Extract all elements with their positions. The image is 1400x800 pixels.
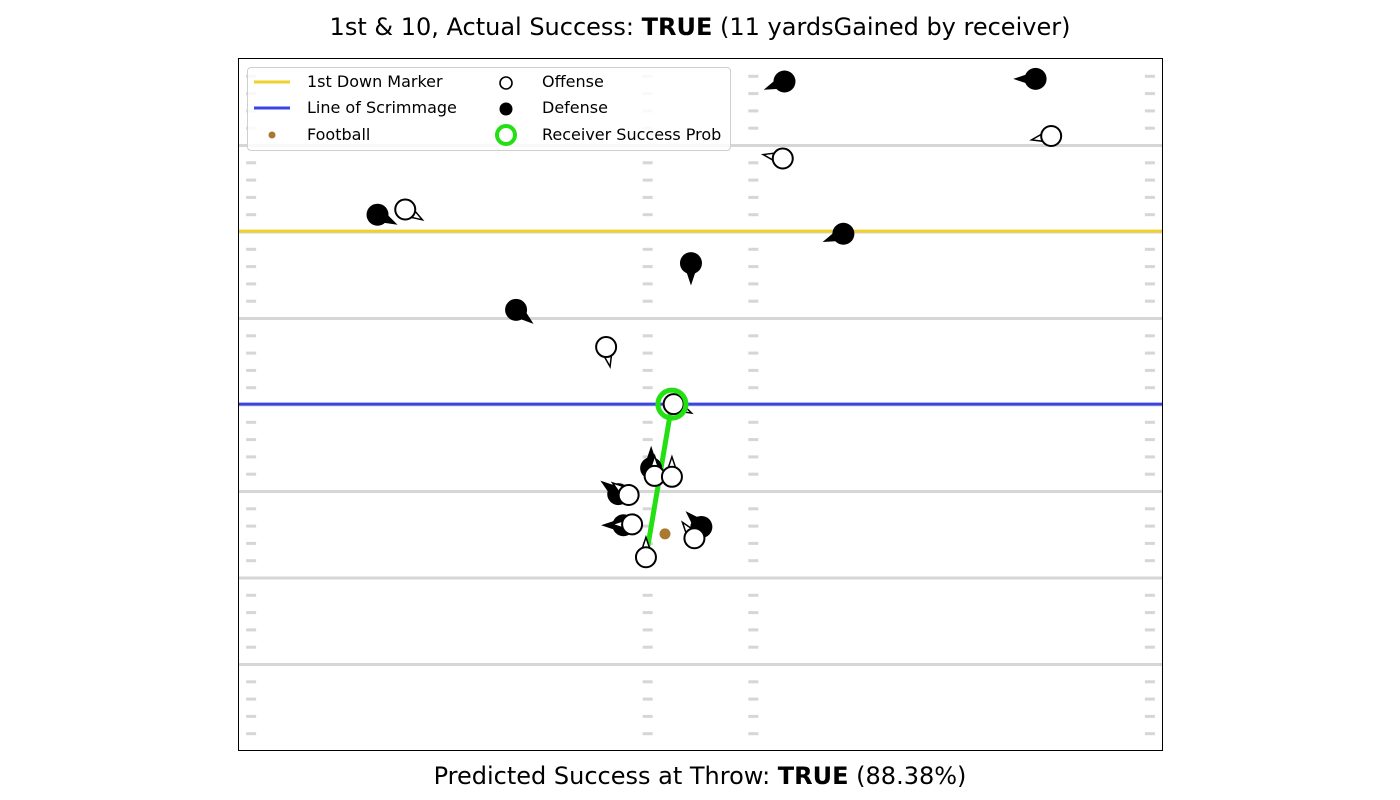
prediction-bold: TRUE xyxy=(777,762,849,790)
football xyxy=(659,528,671,540)
legend-scrimmage-label: Line of Scrimmage xyxy=(307,98,457,117)
defense-player xyxy=(773,70,796,93)
defense-player xyxy=(679,252,702,275)
title-prefix: 1st & 10, Actual Success: xyxy=(329,13,642,41)
offense-player xyxy=(634,546,657,569)
receiver-swatch xyxy=(495,124,517,146)
legend: 1st Down Marker Line of Scrimmage Footba… xyxy=(247,67,731,151)
players xyxy=(366,67,1063,569)
legend-first-down-label: 1st Down Marker xyxy=(307,72,443,91)
chart-title: 1st & 10, Actual Success: TRUE (11 yards… xyxy=(0,13,1400,41)
offense-player xyxy=(595,336,618,359)
prediction-caption: Predicted Success at Throw: TRUE (88.38%… xyxy=(0,762,1400,790)
football-swatch xyxy=(268,131,276,139)
defense-swatch xyxy=(499,102,513,116)
legend-receiver-label: Receiver Success Prob xyxy=(542,125,722,144)
legend-defense-label: Defense xyxy=(542,98,608,117)
first-down-swatch xyxy=(254,80,290,84)
offense-player xyxy=(621,513,644,536)
defense-player xyxy=(1024,67,1047,90)
defense-player xyxy=(366,203,389,226)
offense-player xyxy=(683,527,706,550)
field-markers xyxy=(239,229,1162,406)
legend-football-label: Football xyxy=(307,125,371,144)
offense-player xyxy=(660,465,683,488)
receiver-success-ring xyxy=(655,387,689,421)
offense-player xyxy=(662,393,685,416)
offense-player xyxy=(771,147,794,170)
offense-player xyxy=(1040,124,1063,147)
offense-player xyxy=(617,483,640,506)
offense-player xyxy=(394,198,417,221)
title-bold: TRUE xyxy=(641,13,713,41)
legend-offense-label: Offense xyxy=(542,72,604,91)
offense-swatch xyxy=(499,76,513,90)
plot-frame xyxy=(238,58,1163,751)
scrimmage-swatch xyxy=(254,106,290,110)
prediction-suffix: (88.38%) xyxy=(848,762,967,790)
title-suffix: (11 yardsGained by receiver) xyxy=(712,13,1071,41)
defense-player xyxy=(832,222,855,245)
defense-player xyxy=(505,298,528,321)
prediction-prefix: Predicted Success at Throw: xyxy=(433,762,778,790)
